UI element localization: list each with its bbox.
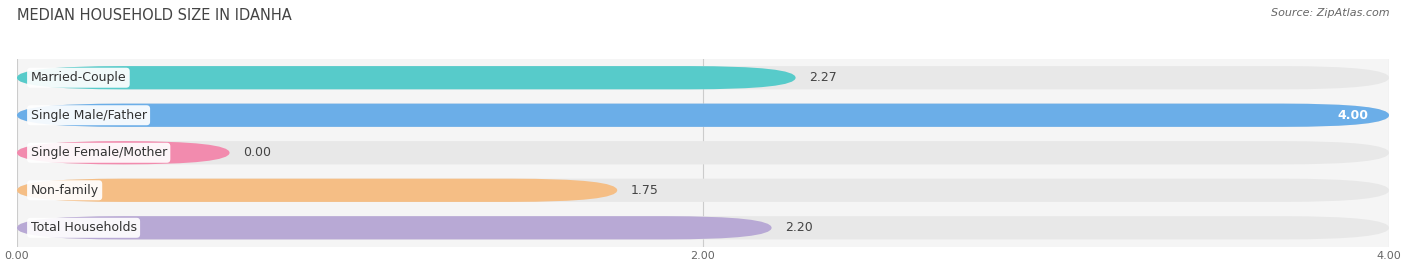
Text: Married-Couple: Married-Couple [31, 71, 127, 84]
FancyBboxPatch shape [17, 104, 1389, 127]
FancyBboxPatch shape [17, 216, 1389, 239]
Text: 1.75: 1.75 [631, 184, 659, 197]
Text: Non-family: Non-family [31, 184, 98, 197]
Text: Total Households: Total Households [31, 221, 136, 234]
FancyBboxPatch shape [17, 216, 772, 239]
Text: Single Male/Father: Single Male/Father [31, 109, 146, 122]
FancyBboxPatch shape [17, 104, 1389, 127]
FancyBboxPatch shape [17, 141, 229, 164]
FancyBboxPatch shape [17, 141, 1389, 164]
Text: 0.00: 0.00 [243, 146, 271, 159]
Text: Source: ZipAtlas.com: Source: ZipAtlas.com [1271, 8, 1389, 18]
FancyBboxPatch shape [17, 179, 1389, 202]
FancyBboxPatch shape [17, 66, 796, 89]
FancyBboxPatch shape [17, 179, 617, 202]
Text: MEDIAN HOUSEHOLD SIZE IN IDANHA: MEDIAN HOUSEHOLD SIZE IN IDANHA [17, 8, 291, 23]
Text: Single Female/Mother: Single Female/Mother [31, 146, 167, 159]
Text: 2.27: 2.27 [810, 71, 837, 84]
Text: 2.20: 2.20 [786, 221, 813, 234]
Text: 4.00: 4.00 [1337, 109, 1368, 122]
FancyBboxPatch shape [17, 66, 1389, 89]
